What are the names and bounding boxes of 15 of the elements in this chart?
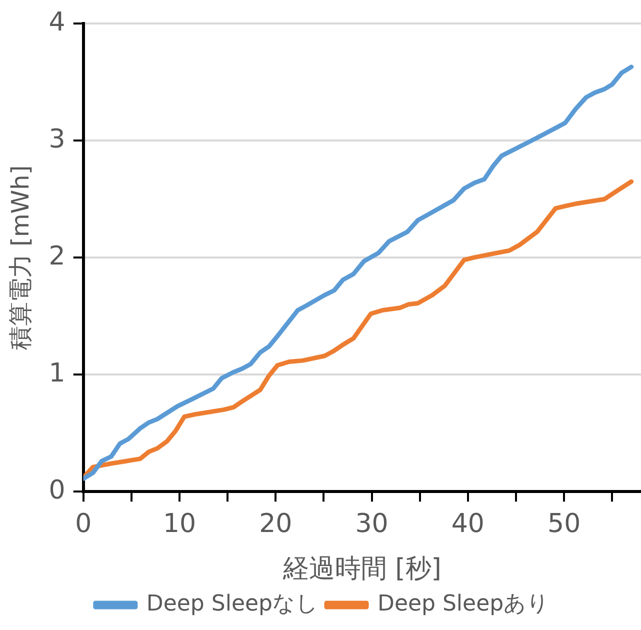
x-tick-label: 30 bbox=[355, 508, 388, 539]
y-tick-label: 1 bbox=[48, 358, 66, 388]
x-tick-label: 40 bbox=[451, 508, 484, 539]
y-axis-title: 積算電力 [mWh] bbox=[6, 165, 35, 350]
y-tick-label: 0 bbox=[48, 475, 66, 506]
x-tick-label: 20 bbox=[259, 508, 292, 539]
y-tick-label: 3 bbox=[48, 124, 66, 154]
x-tick-label: 50 bbox=[548, 508, 581, 539]
y-tick-label: 2 bbox=[48, 241, 66, 272]
legend-label: Deep Sleepなし bbox=[146, 592, 319, 617]
legend-label: Deep Sleepあり bbox=[378, 592, 550, 617]
x-tick-label: 0 bbox=[75, 508, 92, 539]
y-tick-label: 4 bbox=[48, 7, 66, 38]
x-tick-label: 10 bbox=[162, 508, 196, 539]
x-axis-title: 経過時間 [秒] bbox=[282, 554, 442, 584]
